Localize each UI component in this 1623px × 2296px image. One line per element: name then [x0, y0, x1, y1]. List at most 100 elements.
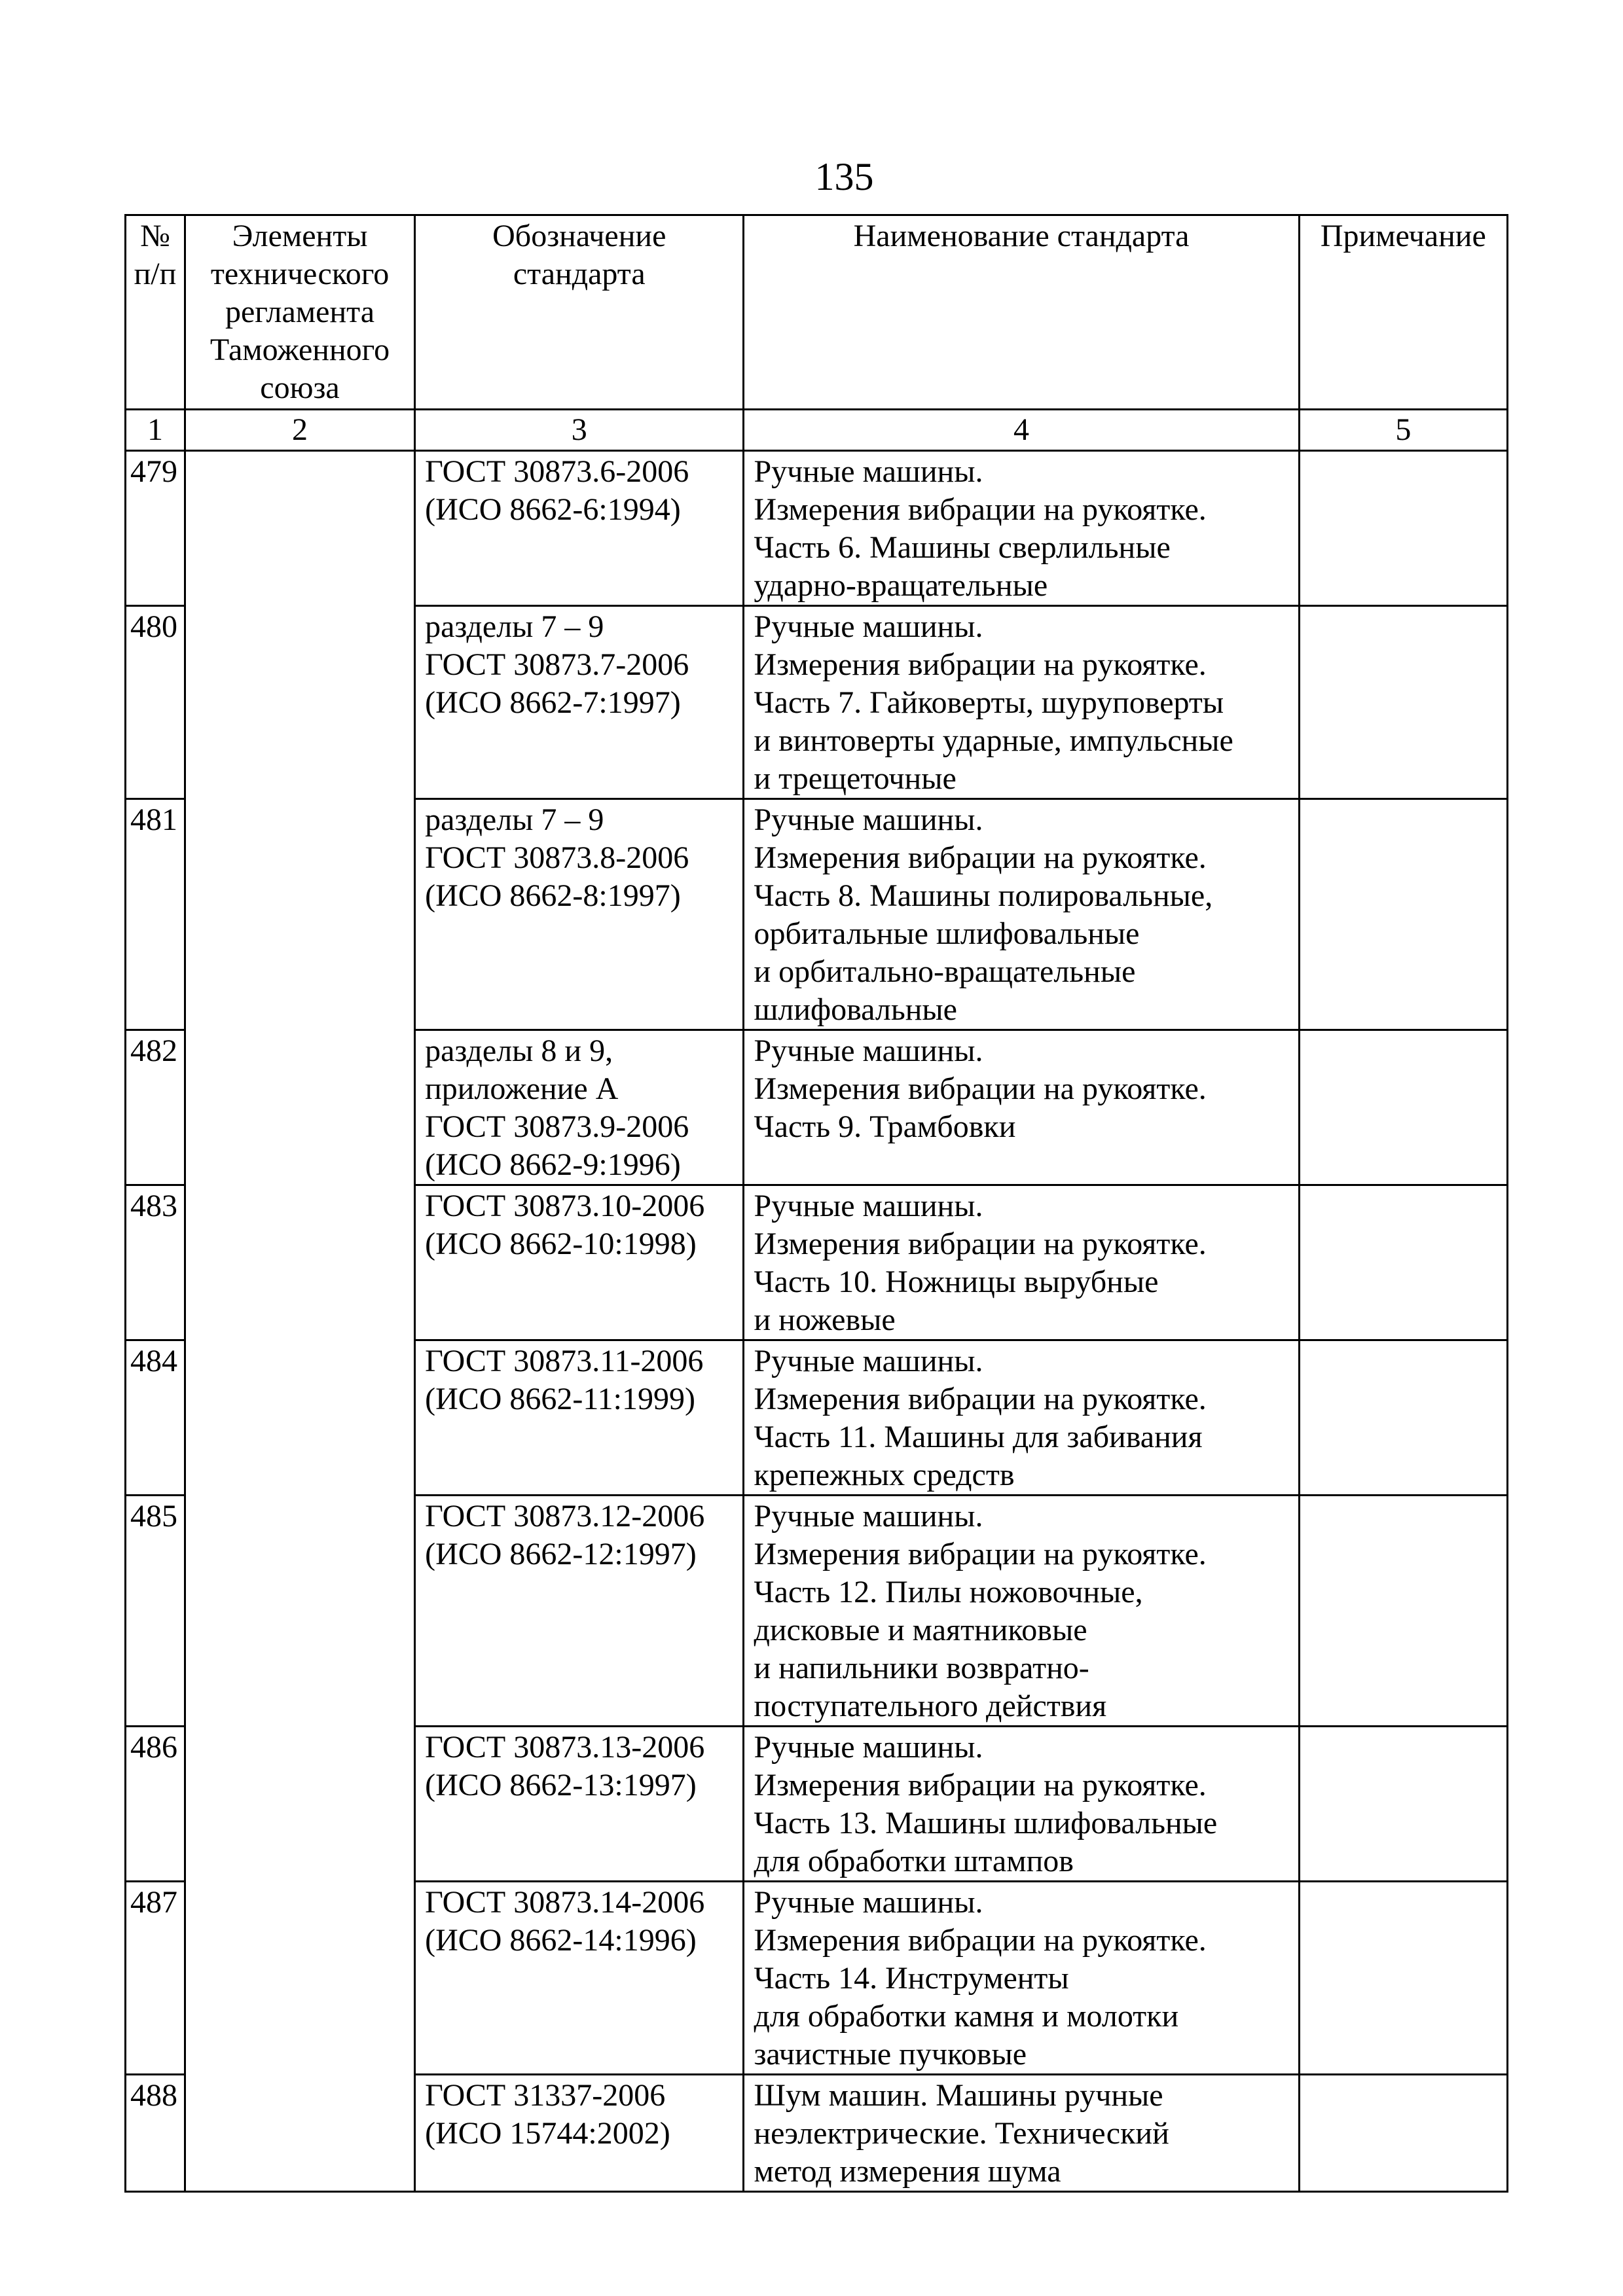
row-designation-line: (ИСО 8662-14:1996) [425, 1923, 697, 1958]
row-name-line: ударно-вращательные [754, 568, 1048, 603]
row-note [1298, 1029, 1509, 1186]
row-note [1298, 1880, 1509, 2075]
row-designation-line: ГОСТ 30873.6-2006 [425, 454, 689, 489]
row-designation: ГОСТ 30873.10-2006 (ИСО 8662-10:1998) [414, 1184, 745, 1341]
row-designation: ГОСТ 30873.12-2006 (ИСО 8662-12:1997) [414, 1494, 745, 1727]
header-line: Обозначение [492, 219, 666, 253]
row-name-line: Измерения вибрации на рукоятке. [754, 1923, 1207, 1958]
row-name-line: Измерения вибрации на рукоятке. [754, 1227, 1207, 1261]
row-designation-line: (ИСО 8662-6:1994) [425, 492, 681, 527]
header-line: союза [260, 370, 340, 405]
row-number: 483 [124, 1184, 186, 1341]
row-name: Ручные машины. Измерения вибрации на руко… [742, 1184, 1300, 1341]
row-designation: ГОСТ 30873.11-2006 (ИСО 8662-11:1999) [414, 1339, 745, 1496]
row-designation-line: (ИСО 8662-11:1999) [425, 1382, 695, 1416]
row-name-line: и винтоверты ударные, импульсные [754, 723, 1233, 758]
row-name-line: поступательного действия [754, 1689, 1107, 1723]
row-name: Шум машин. Машины ручные неэлектрические.… [742, 2073, 1300, 2193]
row-element [183, 450, 416, 2193]
header-designation: Обозначение стандарта [414, 214, 745, 410]
table-row: 481 разделы 7 – 9 ГОСТ 30873.8-2006 (ИСО 86… [124, 798, 1509, 1031]
row-designation: ГОСТ 31337-2006 (ИСО 15744:2002) [414, 2073, 745, 2193]
row-name-line: Шум машин. Машины ручные [754, 2078, 1163, 2113]
row-number: 487 [124, 1880, 186, 2075]
column-number: 3 [414, 408, 745, 452]
table-row: 488 ГОСТ 31337-2006 (ИСО 15744:2002) Шум ма… [124, 2073, 1509, 2193]
row-name-line: орбитальные шлифовальные [754, 916, 1140, 951]
row-name-line: для обработки штампов [754, 1844, 1074, 1878]
header-line: Наименование стандарта [853, 219, 1190, 253]
table-row: 479 ГОСТ 30873.6-2006 (ИСО 8662-6:1994) Руч… [124, 450, 1509, 2193]
table-row: 482 разделы 8 и 9, приложение А ГОСТ 30873.… [124, 1029, 1509, 1186]
row-designation-line: ГОСТ 30873.11-2006 [425, 1344, 704, 1378]
row-name: Ручные машины. Измерения вибрации на руко… [742, 605, 1300, 800]
header-line: Примечание [1320, 219, 1486, 253]
row-name-line: зачистные пучковые [754, 2037, 1027, 2072]
column-number: 1 [124, 408, 186, 452]
row-designation-line: разделы 7 – 9 [425, 802, 604, 837]
row-designation-line: (ИСО 8662-10:1998) [425, 1227, 697, 1261]
header-line: технического [210, 257, 390, 291]
row-name-line: Измерения вибрации на рукоятке. [754, 647, 1207, 682]
row-name-line: Измерения вибрации на рукоятке. [754, 1071, 1207, 1106]
column-number: 2 [183, 408, 416, 452]
row-designation-line: (ИСО 8662-13:1997) [425, 1768, 697, 1803]
row-designation-line: (ИСО 8662-7:1997) [425, 685, 681, 720]
row-name-line: Ручные машины. [754, 802, 983, 837]
header-row: № п/п Элементы технического регламента Тамож… [124, 214, 1509, 410]
row-name: Ручные машины. Измерения вибрации на руко… [742, 798, 1300, 1031]
row-note [1298, 1184, 1509, 1341]
row-name-line: Ручные машины. [754, 1499, 983, 1534]
row-name-line: Часть 7. Гайковерты, шуруповерты [754, 685, 1224, 720]
row-designation-line: ГОСТ 30873.14-2006 [425, 1885, 705, 1920]
table-row: 487 ГОСТ 30873.14-2006 (ИСО 8662-14:1996) Р… [124, 1880, 1509, 2075]
row-note [1298, 450, 1509, 607]
row-name-line: Измерения вибрации на рукоятке. [754, 492, 1207, 527]
row-name-line: Ручные машины. [754, 1189, 983, 1223]
row-designation-line: ГОСТ 30873.8-2006 [425, 840, 689, 875]
row-designation-line: (ИСО 8662-9:1996) [425, 1147, 681, 1182]
row-number: 479 [124, 450, 186, 607]
header-line: регламента [225, 295, 375, 329]
table-row: 485 ГОСТ 30873.12-2006 (ИСО 8662-12:1997) Р… [124, 1494, 1509, 1727]
row-number: 481 [124, 798, 186, 1031]
header-name: Наименование стандарта [742, 214, 1300, 410]
row-name-line: Ручные машины. [754, 1344, 983, 1378]
header-line: Элементы [232, 219, 368, 253]
row-name-line: метод измерения шума [754, 2154, 1061, 2189]
column-number: 5 [1298, 408, 1509, 452]
row-designation-line: (ИСО 8662-8:1997) [425, 878, 681, 913]
row-name-line: Измерения вибрации на рукоятке. [754, 1382, 1207, 1416]
row-designation-line: ГОСТ 31337-2006 [425, 2078, 666, 2113]
row-name-line: неэлектрические. Технический [754, 2116, 1169, 2151]
page-number: 135 [814, 155, 874, 198]
row-designation-line: ГОСТ 30873.13-2006 [425, 1730, 705, 1765]
row-note [1298, 1339, 1509, 1496]
row-name-line: Ручные машины. [754, 609, 983, 644]
column-number-row: 1 2 3 4 5 [124, 408, 1509, 452]
row-number: 482 [124, 1029, 186, 1186]
row-designation-line: (ИСО 8662-12:1997) [425, 1537, 697, 1571]
row-name-line: Ручные машины. [754, 454, 983, 489]
row-designation-line: разделы 7 – 9 [425, 609, 604, 644]
header-line: стандарта [513, 257, 646, 291]
table-row: 486 ГОСТ 30873.13-2006 (ИСО 8662-13:1997) Р… [124, 1725, 1509, 1882]
row-designation: разделы 7 – 9 ГОСТ 30873.8-2006 (ИСО 8662-… [414, 798, 745, 1031]
row-name-line: Часть 13. Машины шлифовальные [754, 1806, 1218, 1840]
row-name-line: Измерения вибрации на рукоятке. [754, 1537, 1207, 1571]
row-name-line: для обработки камня и молотки [754, 1999, 1179, 2034]
row-designation-line: разделы 8 и 9, [425, 1033, 613, 1068]
row-name-line: шлифовальные [754, 992, 957, 1027]
row-name: Ручные машины. Измерения вибрации на руко… [742, 1880, 1300, 2075]
row-designation-line: приложение А [425, 1071, 619, 1106]
row-note [1298, 1725, 1509, 1882]
row-name-line: Ручные машины. [754, 1033, 983, 1068]
row-name: Ручные машины. Измерения вибрации на руко… [742, 450, 1300, 607]
column-number: 4 [742, 408, 1300, 452]
row-name-line: дисковые и маятниковые [754, 1613, 1087, 1647]
row-name-line: Часть 14. Инструменты [754, 1961, 1069, 1996]
row-name: Ручные машины. Измерения вибрации на руко… [742, 1029, 1300, 1186]
row-name-line: Ручные машины. [754, 1885, 983, 1920]
row-name-line: Часть 10. Ножницы вырубные [754, 1265, 1159, 1299]
row-designation: разделы 7 – 9 ГОСТ 30873.7-2006 (ИСО 8662-… [414, 605, 745, 800]
